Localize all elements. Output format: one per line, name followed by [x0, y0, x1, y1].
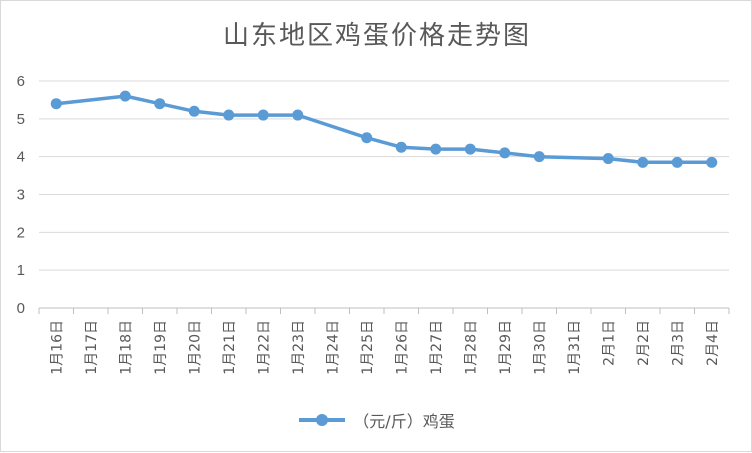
data-point	[671, 156, 683, 168]
y-tick-label: 0	[17, 300, 25, 317]
x-tick-label: 2月3日	[670, 320, 686, 366]
data-point	[464, 143, 476, 155]
legend-swatch	[299, 413, 346, 427]
x-tick-label: 2月4日	[705, 320, 721, 366]
data-point	[361, 132, 373, 144]
x-tick-label: 1月29日	[498, 320, 514, 375]
data-point	[499, 147, 511, 159]
x-tick-label: 1月24日	[325, 320, 341, 375]
data-point	[50, 98, 62, 110]
y-tick-label: 4	[17, 149, 25, 166]
x-tick-label: 1月21日	[222, 320, 238, 375]
y-tick-label: 3	[17, 187, 25, 204]
data-point	[602, 153, 614, 165]
data-point	[119, 90, 131, 102]
x-tick-label: 1月27日	[429, 320, 445, 375]
y-tick-label: 6	[17, 73, 25, 90]
x-tick-label: 1月23日	[291, 320, 307, 375]
x-tick-label: 1月16日	[49, 320, 65, 375]
data-point	[154, 98, 166, 110]
x-tick-label: 1月20日	[187, 320, 203, 375]
data-point	[637, 156, 649, 168]
y-tick-label: 2	[17, 224, 25, 241]
data-point	[257, 109, 269, 121]
data-point	[395, 141, 407, 153]
x-tick-label: 1月19日	[153, 320, 169, 375]
legend: （元/斤）鸡蛋	[1, 408, 752, 432]
legend-label: （元/斤）鸡蛋	[353, 412, 455, 431]
data-point	[706, 156, 718, 168]
x-tick-label: 2月1日	[601, 320, 617, 366]
data-point	[188, 105, 200, 117]
y-tick-label: 5	[17, 111, 25, 128]
x-tick-label: 1月18日	[118, 320, 134, 375]
x-tick-label: 1月25日	[360, 320, 376, 375]
data-point	[292, 109, 304, 121]
y-tick-label: 1	[17, 262, 25, 279]
chart-title: 山东地区鸡蛋价格走势图	[222, 21, 531, 51]
data-point	[223, 109, 235, 121]
data-point	[430, 143, 442, 155]
series-line	[54, 94, 714, 165]
x-tick-label: 2月2日	[636, 320, 652, 366]
x-tick-label: 1月31日	[567, 320, 583, 375]
data-point	[533, 151, 545, 163]
x-tick-label: 1月26日	[394, 320, 410, 375]
x-tick-label: 1月28日	[463, 320, 479, 375]
x-tick-label: 1月17日	[84, 320, 100, 375]
x-tick-label: 1月22日	[256, 320, 272, 375]
x-tick-label: 1月30日	[532, 320, 548, 375]
